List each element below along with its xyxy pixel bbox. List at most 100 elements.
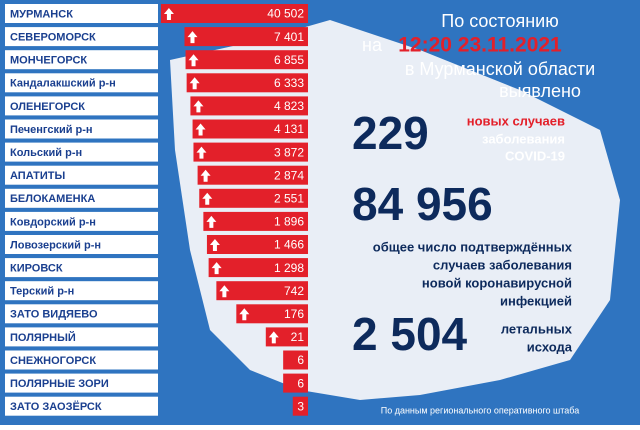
total-number: 84 956 — [352, 178, 493, 230]
total-label: инфекцией — [500, 293, 572, 308]
category-label: ЗАТО ВИДЯЕВО — [10, 309, 98, 321]
label-box — [5, 96, 158, 116]
arrow-icon — [196, 146, 207, 159]
category-label: БЕЛОКАМЕНКА — [10, 193, 95, 205]
bar — [283, 373, 308, 393]
new-cases-label: COVID-19 — [505, 148, 565, 163]
label-box — [5, 327, 158, 347]
bar — [265, 327, 308, 347]
arrow-icon — [209, 239, 220, 251]
value-label: 1 298 — [274, 261, 304, 275]
category-label: ПОЛЯРНЫЕ ЗОРИ — [10, 378, 109, 390]
total-label: общее число подтверждённых — [373, 239, 573, 254]
arrow-icon — [211, 262, 222, 275]
label-box — [5, 258, 158, 278]
label-box — [5, 50, 158, 70]
value-label: 4 823 — [274, 99, 304, 113]
category-label: СЕВЕРОМОРСК — [10, 32, 96, 44]
label-box — [5, 211, 158, 231]
value-label: 1 896 — [274, 215, 304, 229]
value-label: 6 333 — [274, 76, 304, 90]
arrow-icon — [195, 123, 206, 136]
bar — [193, 142, 308, 162]
category-label: Ковдорский р-н — [10, 216, 96, 228]
value-label: 176 — [284, 307, 304, 321]
category-label: МОНЧЕГОРСК — [10, 55, 87, 67]
arrow-icon — [163, 8, 174, 20]
label-box — [5, 73, 158, 93]
bar — [216, 281, 308, 301]
header-date: 12:20 23.11.2021 — [398, 34, 562, 57]
label-box — [5, 27, 158, 47]
arrow-icon — [268, 331, 279, 344]
value-label: 6 855 — [274, 53, 304, 67]
bar — [184, 27, 308, 47]
header-line: выявлено — [499, 81, 581, 101]
category-label: Кандалакшский р-н — [10, 78, 116, 90]
bar — [199, 188, 308, 208]
bar — [192, 119, 308, 139]
total-label: новой коронавирусной — [422, 275, 572, 290]
bar — [283, 350, 308, 370]
label-box — [5, 119, 158, 139]
bar — [206, 235, 308, 254]
arrow-icon — [200, 169, 211, 182]
value-label: 7 401 — [274, 30, 304, 44]
arrow-icon — [187, 31, 198, 44]
category-label: СНЕЖНОГОРСК — [10, 355, 96, 367]
category-label: Печенгский р-н — [10, 124, 93, 136]
arrow-icon — [202, 192, 213, 205]
deaths-label: исхода — [527, 339, 573, 354]
value-label: 21 — [291, 330, 305, 344]
label-box — [5, 142, 158, 162]
bar — [236, 304, 308, 324]
label-box — [5, 165, 158, 185]
label-box — [5, 281, 158, 301]
bar — [203, 211, 308, 231]
arrow-icon — [193, 100, 204, 113]
value-label: 1 466 — [274, 238, 304, 252]
label-box — [5, 235, 158, 254]
category-label: ПОЛЯРНЫЙ — [10, 331, 76, 344]
new-cases-label: заболевания — [482, 131, 565, 146]
category-label: МУРМАНСК — [10, 8, 73, 20]
bar — [292, 396, 308, 416]
new-cases-label: новых случаев — [467, 113, 565, 128]
category-label: КИРОВСК — [10, 263, 63, 275]
category-label: ОЛЕНЕГОРСК — [10, 101, 85, 113]
arrow-icon — [189, 77, 200, 90]
value-label: 3 — [297, 399, 304, 413]
total-label: случаев заболевания — [433, 257, 572, 272]
category-label: Ловозерский р-н — [10, 239, 101, 251]
value-label: 742 — [284, 284, 304, 298]
bar — [185, 50, 308, 70]
value-label: 6 — [297, 353, 304, 367]
header-line: По состоянию — [441, 11, 558, 31]
bar — [186, 73, 308, 93]
bar — [197, 165, 308, 185]
label-box — [5, 373, 158, 393]
value-label: 2 551 — [274, 191, 304, 205]
arrow-icon — [239, 308, 250, 321]
label-box — [5, 304, 158, 324]
category-label: Терский р-н — [10, 286, 74, 298]
label-box — [5, 396, 158, 416]
label-box — [5, 188, 158, 208]
arrow-icon — [206, 215, 217, 228]
label-box — [5, 4, 158, 23]
value-label: 40 502 — [267, 7, 304, 21]
category-label: АПАТИТЫ — [10, 170, 65, 182]
value-label: 2 874 — [274, 168, 304, 182]
deaths-label: летальных — [501, 321, 573, 336]
value-label: 6 — [297, 376, 304, 390]
bar — [160, 4, 308, 23]
category-label: Кольский р-н — [10, 147, 82, 159]
arrow-icon — [219, 285, 230, 298]
value-label: 3 872 — [274, 145, 304, 159]
arrow-icon — [188, 54, 199, 67]
value-label: 4 131 — [274, 122, 304, 136]
deaths-number: 2 504 — [352, 308, 468, 360]
label-box — [5, 350, 158, 370]
category-label: ЗАТО ЗАОЗЁРСК — [10, 400, 102, 413]
